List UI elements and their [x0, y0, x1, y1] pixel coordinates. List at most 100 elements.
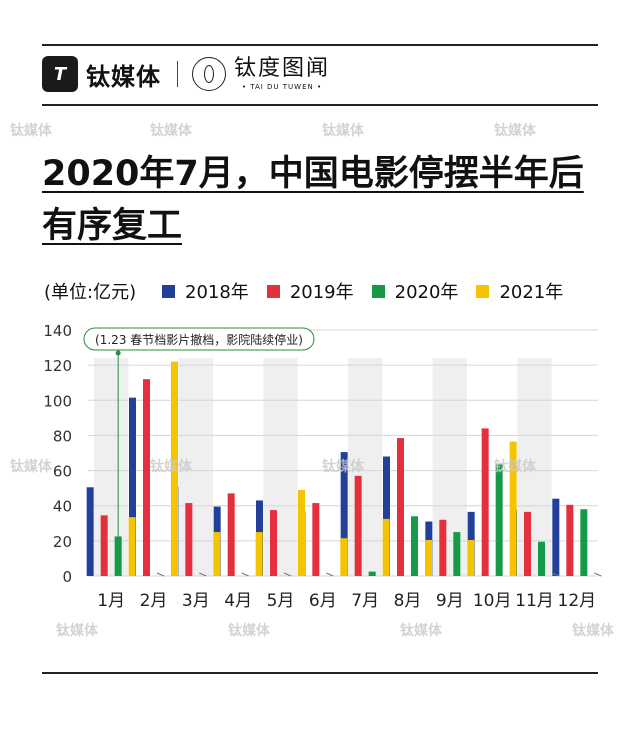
x-tick-label: 12月 — [558, 591, 597, 611]
y-tick-label: 140 — [43, 322, 72, 340]
zero-marker — [594, 572, 602, 577]
bar-2019年-11月 — [524, 511, 531, 576]
header-rule — [42, 104, 598, 106]
bar-2019年-12月 — [566, 504, 574, 576]
legend-swatch-2019 — [266, 284, 280, 298]
legend-item: 2018年 — [162, 278, 249, 304]
x-tick-label: 11月 — [515, 591, 554, 611]
bar-2019年-4月 — [227, 493, 235, 576]
bar-2019年-5月 — [270, 510, 277, 576]
legend-label: 2018年 — [185, 282, 249, 303]
partner-logo: 钛度图闻 • TAI DU TUWEN • — [234, 56, 331, 92]
bar-2020年-8月 — [411, 516, 418, 576]
zero-marker — [283, 572, 292, 577]
bar-2021年-6月 — [340, 538, 348, 576]
bar-2018年-7月 — [340, 452, 348, 576]
zero-marker — [241, 572, 249, 577]
bar-2018年-12月 — [552, 498, 560, 576]
bar-2021年-8月 — [425, 539, 432, 576]
bar-2021年-3月 — [213, 532, 221, 576]
zero-marker — [156, 572, 165, 577]
shade-band — [94, 358, 129, 576]
zero-marker — [551, 572, 560, 577]
bar-2021年-1月 — [128, 517, 136, 576]
x-tick-label: 6月 — [309, 591, 337, 611]
bottom-rule — [42, 672, 598, 674]
bar-2021年-9月 — [467, 539, 475, 576]
legend-swatch-2021 — [476, 284, 490, 298]
brand-header: T 钛媒体 钛度图闻 • TAI DU TUWEN • — [42, 56, 330, 92]
watermark: 钛媒体 — [150, 459, 192, 475]
bar-2019年-10月 — [481, 428, 489, 576]
top-rule — [42, 44, 598, 46]
partner-name-en: • TAI DU TUWEN • — [241, 83, 323, 91]
x-tick-label: 4月 — [224, 591, 252, 611]
shade-band — [432, 358, 467, 576]
bar-2018年-1月 — [86, 487, 94, 576]
chart-legend: 2018年 2019年 2020年 2021年 — [162, 278, 581, 304]
annotation-dot — [115, 350, 121, 356]
y-tick-label: 40 — [53, 498, 72, 516]
annotation-text: (1.23 春节档影片撤档，影院陆续停业) — [95, 332, 303, 347]
legend-label: 2019年 — [289, 282, 354, 303]
eye-logo-icon — [192, 57, 226, 91]
watermark: 钛媒体 — [322, 123, 364, 139]
x-tick-label: 3月 — [182, 591, 210, 611]
y-tick-label: 60 — [53, 463, 72, 481]
legend-item: 2019年 — [266, 278, 354, 304]
bar-2020年-11月 — [538, 541, 545, 576]
x-tick-label: 10月 — [473, 591, 512, 611]
watermark: 钛媒体 — [10, 123, 52, 139]
watermark: 钛媒体 — [494, 123, 536, 139]
partner-name-cn: 钛度图闻 — [234, 56, 331, 81]
watermark: 钛媒体 — [322, 459, 364, 475]
shade-band — [263, 358, 298, 576]
bar-2019年-6月 — [312, 503, 320, 576]
unit-label: (单位:亿元) — [44, 282, 137, 303]
watermark: 钛媒体 — [400, 623, 442, 639]
watermark: 钛媒体 — [228, 623, 270, 639]
shade-band — [348, 358, 383, 576]
shade-band — [178, 358, 213, 576]
bar-2019年-7月 — [354, 475, 362, 576]
watermark: 钛媒体 — [150, 123, 192, 139]
x-tick-label: 2月 — [140, 591, 168, 611]
bar-2018年-2月 — [129, 397, 136, 576]
x-tick-label: 7月 — [351, 591, 379, 611]
x-tick-label: 9月 — [436, 591, 464, 611]
bar-2021年-2月 — [171, 361, 178, 576]
watermark: 钛媒体 — [494, 459, 536, 475]
y-tick-label: 100 — [43, 392, 72, 410]
y-tick-label: 120 — [43, 357, 72, 375]
title-line-1: 2020年7月，中国电影停摆半年后 — [42, 154, 584, 194]
brand-separator — [177, 61, 178, 87]
x-tick-label: 5月 — [267, 591, 295, 611]
page-title: 2020年7月，中国电影停摆半年后 有序复工 — [42, 148, 584, 252]
y-tick-label: 20 — [53, 533, 72, 551]
bar-2019年-1月 — [100, 515, 108, 576]
watermark: 钛媒体 — [56, 623, 98, 639]
bar-2021年-4月 — [255, 532, 263, 576]
shade-band — [517, 358, 552, 576]
annotation-box — [83, 327, 315, 351]
title-line-2: 有序复工 — [42, 206, 183, 246]
x-tick-label: 8月 — [394, 591, 422, 611]
bar-2020年-10月 — [495, 464, 503, 576]
bar-2020年-9月 — [453, 532, 461, 576]
bar-2019年-8月 — [397, 438, 404, 576]
y-tick-label: 80 — [53, 427, 72, 445]
bar-2019年-3月 — [185, 503, 193, 576]
legend-item: 2020年 — [371, 278, 459, 304]
bar-2020年-7月 — [368, 571, 376, 576]
bar-2018年-8月 — [383, 456, 390, 576]
watermark: 钛媒体 — [10, 459, 52, 475]
brand-name: 钛媒体 — [86, 62, 161, 91]
zero-marker — [326, 572, 334, 577]
legend-label: 2021年 — [499, 282, 564, 303]
bar-2021年-7月 — [382, 518, 390, 576]
y-tick-label: 0 — [62, 568, 72, 586]
zero-marker — [199, 572, 207, 577]
bar-2020年-12月 — [580, 509, 588, 576]
legend-label: 2020年 — [394, 282, 459, 303]
